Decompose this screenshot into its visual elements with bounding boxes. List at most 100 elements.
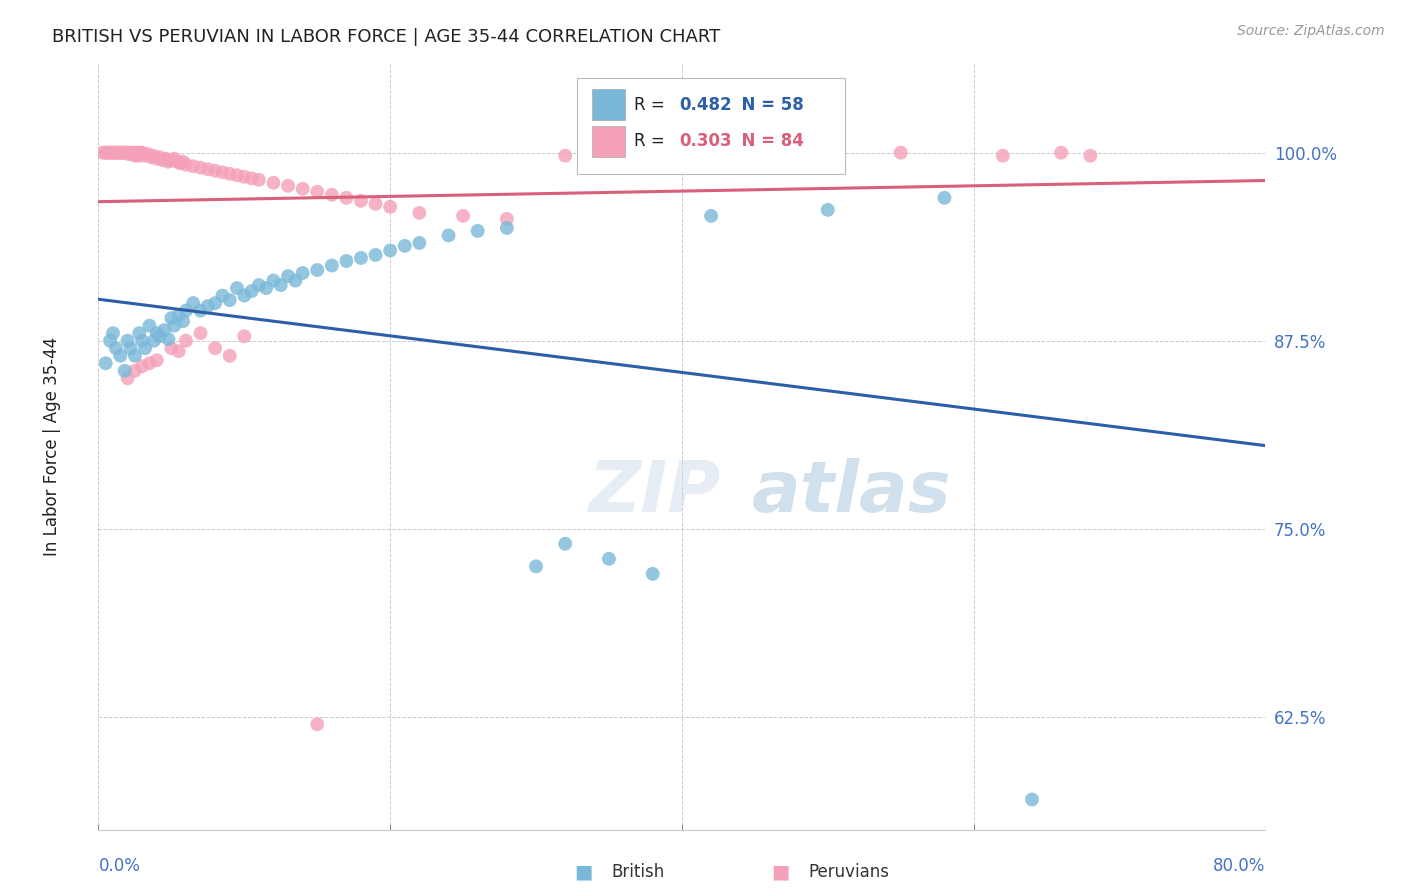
Point [101, 145, 124, 160]
Point [321, 187, 343, 202]
Point [247, 173, 270, 187]
Point [160, 311, 183, 326]
Point [291, 182, 314, 196]
Point [110, 145, 132, 160]
Point [226, 281, 249, 295]
Point [1021, 792, 1043, 806]
Text: R =: R = [634, 95, 671, 113]
Point [247, 278, 270, 293]
Point [254, 281, 277, 295]
Point [240, 171, 263, 186]
Point [364, 197, 387, 211]
Point [226, 168, 249, 182]
Text: 80.0%: 80.0% [1213, 856, 1265, 875]
Point [204, 163, 226, 178]
Point [139, 150, 162, 164]
Point [641, 566, 664, 581]
Point [157, 154, 180, 169]
Text: In Labor Force | Age 35-44: In Labor Force | Age 35-44 [42, 336, 60, 556]
Point [124, 364, 146, 378]
Point [181, 159, 204, 173]
Text: ZIP: ZIP [589, 458, 721, 526]
Point [155, 152, 177, 166]
Point [110, 349, 132, 363]
Point [112, 145, 135, 160]
Point [496, 211, 519, 226]
Point [380, 200, 402, 214]
Point [117, 334, 139, 348]
Point [991, 149, 1014, 163]
Point [467, 224, 489, 238]
Point [554, 537, 576, 551]
Point [160, 153, 183, 168]
Point [350, 194, 373, 208]
Point [97, 145, 120, 160]
Text: ■: ■ [770, 863, 790, 882]
Point [128, 326, 150, 341]
Point [146, 326, 169, 341]
Point [291, 266, 314, 280]
Point [163, 152, 186, 166]
Point [127, 145, 149, 160]
Point [98, 145, 121, 160]
Point [153, 323, 176, 337]
Point [142, 334, 165, 348]
FancyBboxPatch shape [592, 126, 624, 157]
Point [451, 209, 474, 223]
Point [152, 153, 174, 168]
Point [149, 150, 172, 164]
Point [166, 154, 188, 169]
Point [124, 149, 146, 163]
Point [890, 145, 912, 160]
Point [163, 318, 186, 333]
Point [335, 254, 357, 268]
Point [277, 178, 299, 193]
Point [174, 303, 197, 318]
Point [172, 154, 194, 169]
Point [218, 349, 240, 363]
Point [114, 145, 136, 160]
Point [197, 162, 219, 177]
Point [138, 356, 160, 370]
Point [136, 147, 159, 161]
Point [174, 158, 197, 172]
Point [233, 288, 256, 302]
Point [190, 161, 212, 175]
Point [364, 248, 387, 262]
Text: Peruvians: Peruvians [808, 863, 890, 881]
Text: 0.482: 0.482 [679, 95, 733, 113]
Point [118, 147, 141, 161]
Point [554, 149, 576, 163]
Point [124, 349, 146, 363]
Point [142, 149, 165, 163]
Point [117, 371, 139, 385]
Point [94, 356, 117, 370]
Point [408, 206, 430, 220]
Point [284, 274, 307, 288]
Text: British: British [612, 863, 665, 881]
Point [111, 145, 134, 160]
Point [169, 156, 191, 170]
Text: Source: ZipAtlas.com: Source: ZipAtlas.com [1237, 24, 1385, 38]
Text: 0.0%: 0.0% [98, 856, 141, 875]
Point [1050, 145, 1073, 160]
Point [204, 296, 226, 310]
Point [321, 259, 343, 273]
Point [105, 145, 128, 160]
Point [240, 284, 263, 298]
Point [218, 167, 240, 181]
Point [128, 149, 150, 163]
Point [394, 239, 416, 253]
Point [218, 293, 240, 307]
Point [98, 334, 121, 348]
Point [104, 145, 127, 160]
Point [103, 145, 125, 160]
Point [934, 191, 956, 205]
Point [211, 288, 233, 302]
Point [380, 244, 402, 258]
Point [598, 551, 620, 566]
Point [233, 169, 256, 184]
Point [190, 326, 212, 341]
Point [131, 334, 153, 348]
Point [817, 202, 839, 217]
